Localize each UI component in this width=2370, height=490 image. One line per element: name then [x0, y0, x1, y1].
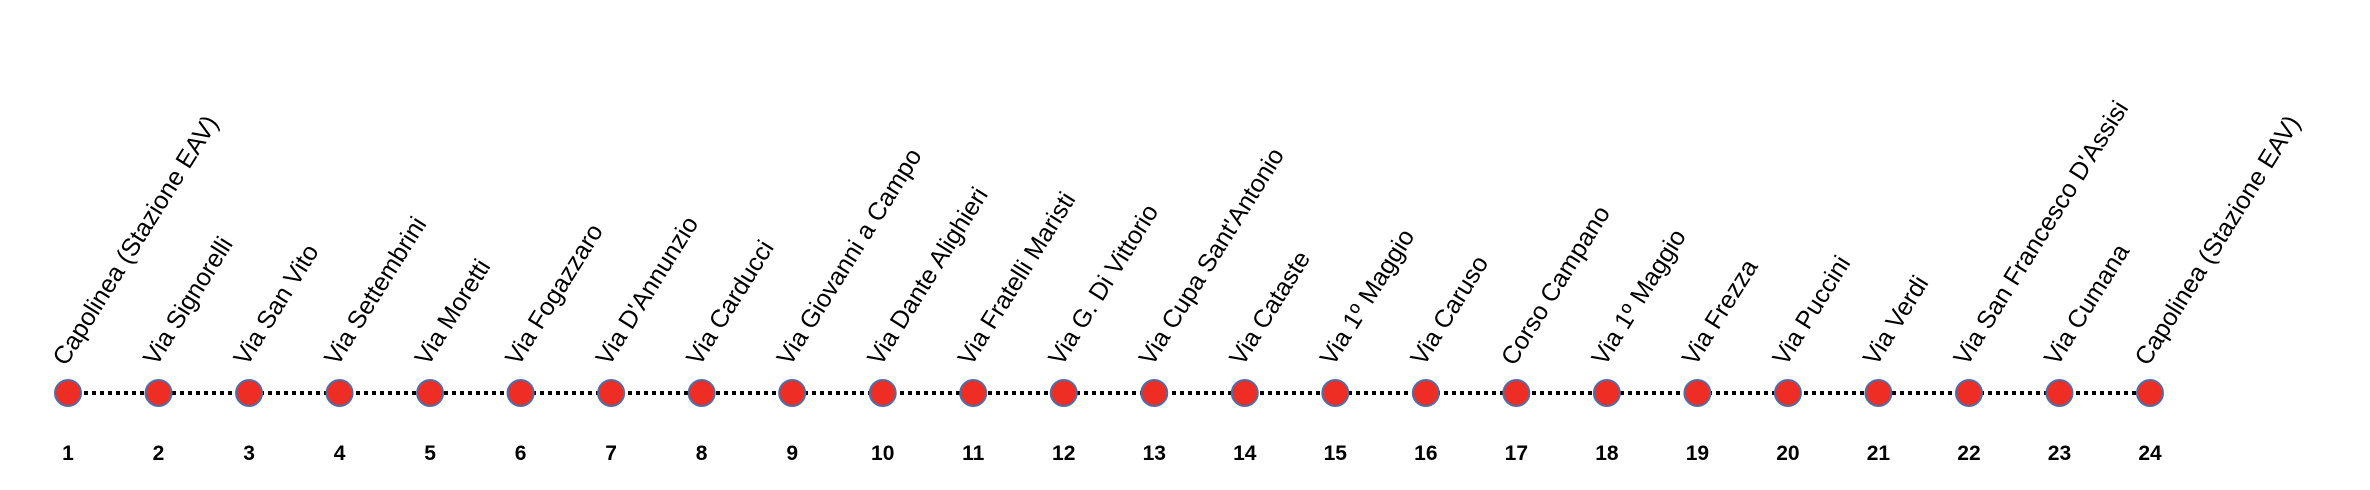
stop-marker: [144, 379, 173, 407]
stop-marker: [1592, 379, 1621, 407]
stop-number: 17: [1505, 442, 1528, 465]
stop-marker: [325, 379, 354, 407]
stop-number: 11: [962, 442, 985, 465]
stop-name: Via Cataste: [1224, 246, 1316, 370]
stop-number: 10: [871, 442, 894, 465]
stop-number: 21: [1867, 442, 1891, 465]
stop-marker: [1230, 379, 1259, 407]
stop-marker: [597, 379, 626, 407]
stop-number: 4: [334, 442, 346, 465]
stop-name: Capolinea (Stazione EAV): [47, 111, 224, 371]
stop-marker: [778, 379, 807, 407]
stop-name: Via Puccini: [1767, 251, 1856, 370]
stop-marker: [1502, 379, 1531, 407]
stop-marker: [54, 379, 82, 407]
stop-marker: [235, 379, 264, 407]
stop-marker: [1954, 379, 1983, 407]
stop-marker: [1411, 379, 1440, 407]
stop-name: Via Caruso: [1405, 251, 1494, 370]
stop-name: Via Carducci: [681, 236, 780, 371]
stop-marker: [2136, 379, 2164, 407]
stop-marker: [2045, 379, 2074, 407]
stop-name: Via Frezza: [1677, 254, 1764, 370]
stop-name: Via Signorelli: [138, 232, 239, 370]
stop-name: Via 1º Maggio: [1315, 224, 1421, 370]
stop-number: 2: [153, 442, 165, 465]
stop-number: 12: [1052, 442, 1075, 465]
stop-marker: [1049, 379, 1078, 407]
stop-marker: [687, 379, 716, 407]
stop-marker: [1140, 379, 1169, 407]
stop-number: 19: [1686, 442, 1709, 465]
stop-number: 24: [2138, 442, 2162, 465]
stop-name: Capolinea (Stazione EAV): [2129, 111, 2306, 371]
stop-number: 22: [1957, 442, 1980, 465]
stop-name: Via Verdi: [1858, 271, 1935, 370]
stop-number: 18: [1595, 442, 1619, 465]
stop-number: 14: [1233, 442, 1257, 465]
stop-name: Via San Francesco D'Assisi: [1948, 96, 2134, 370]
stop-marker: [1321, 379, 1350, 407]
stop-number: 8: [696, 442, 708, 465]
stop-marker: [1773, 379, 1802, 407]
stop-number: 6: [515, 442, 527, 465]
stop-number: 9: [786, 442, 798, 465]
stop-name: Via 1º Maggio: [1586, 224, 1692, 370]
stop-number: 5: [424, 442, 436, 465]
stop-name: Via Fogazzaro: [500, 219, 609, 370]
stop-number: 7: [605, 442, 617, 465]
stop-number: 1: [62, 442, 74, 465]
stop-name: Via Cumana: [2039, 239, 2135, 370]
stop-name: Via Moretti: [409, 254, 496, 370]
stop-name: Via San Vito: [228, 239, 324, 370]
stop-number: 16: [1414, 442, 1437, 465]
stop-marker: [416, 379, 445, 407]
stop-marker: [959, 379, 988, 407]
stop-number: 3: [243, 442, 255, 465]
stop-number: 20: [1776, 442, 1799, 465]
stop-marker: [1864, 379, 1893, 407]
stop-number: 15: [1324, 442, 1348, 465]
stop-marker: [868, 379, 897, 407]
stop-number: 23: [2048, 442, 2071, 465]
stop-number: 13: [1143, 442, 1166, 465]
stop-marker: [506, 379, 535, 407]
stop-marker: [1683, 379, 1712, 407]
